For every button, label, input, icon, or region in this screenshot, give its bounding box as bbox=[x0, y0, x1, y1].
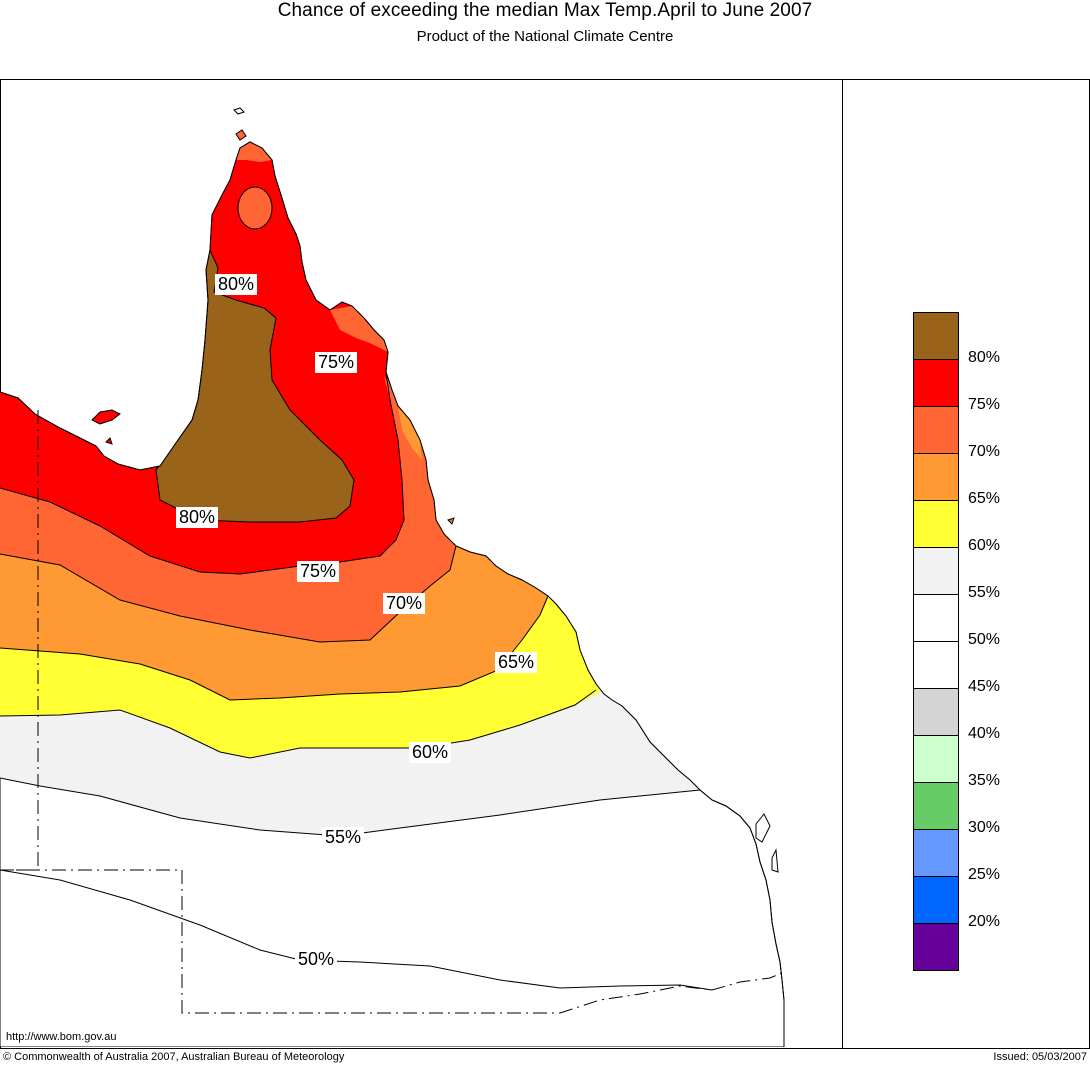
contour-label-55: 55% bbox=[322, 827, 365, 848]
legend-label: 40% bbox=[968, 725, 1001, 742]
legend-swatch bbox=[913, 500, 959, 547]
contour-label-50: 50% bbox=[295, 949, 338, 970]
contour-label-80-south: 80% bbox=[176, 507, 219, 528]
legend-swatch bbox=[913, 876, 959, 923]
legend-label: 35% bbox=[968, 772, 1001, 789]
map-title: Chance of exceeding the median Max Temp.… bbox=[277, 0, 813, 21]
legend-swatch bbox=[913, 735, 959, 782]
legend-label: 30% bbox=[968, 819, 1001, 836]
legend bbox=[913, 312, 959, 971]
contour-label-70: 70% bbox=[383, 593, 426, 614]
legend-swatch bbox=[913, 782, 959, 829]
legend-swatch bbox=[913, 829, 959, 876]
contour-label-65: 65% bbox=[495, 652, 538, 673]
legend-label: 80% bbox=[968, 349, 1001, 366]
legend-label: 50% bbox=[968, 631, 1001, 648]
contour-label-75-north: 75% bbox=[315, 352, 358, 373]
legend-label: 60% bbox=[968, 537, 1001, 554]
contour-label-75-south: 75% bbox=[297, 561, 340, 582]
legend-swatch bbox=[913, 688, 959, 735]
legend-swatch bbox=[913, 641, 959, 688]
frame-divider bbox=[842, 79, 843, 1048]
legend-swatch bbox=[913, 594, 959, 641]
legend-swatch bbox=[913, 547, 959, 594]
copyright-text: © Commonwealth of Australia 2007, Austra… bbox=[3, 1051, 345, 1063]
contour-label-60: 60% bbox=[409, 742, 452, 763]
legend-swatch bbox=[913, 453, 959, 500]
legend-label: 25% bbox=[968, 866, 1001, 883]
legend-label: 70% bbox=[968, 443, 1001, 460]
issued-date: Issued: 05/03/2007 bbox=[993, 1051, 1087, 1063]
legend-swatch bbox=[913, 359, 959, 406]
legend-label: 65% bbox=[968, 490, 1001, 507]
contour-label-80-north: 80% bbox=[215, 274, 258, 295]
map-subtitle: Product of the National Climate Centre bbox=[416, 28, 674, 45]
legend-swatch bbox=[913, 312, 959, 359]
legend-label: 55% bbox=[968, 584, 1001, 601]
legend-label: 45% bbox=[968, 678, 1001, 695]
legend-label: 20% bbox=[968, 913, 1001, 930]
legend-label: 75% bbox=[968, 396, 1001, 413]
queensland-map bbox=[0, 107, 785, 1047]
legend-swatch bbox=[913, 406, 959, 453]
website-url: http://www.bom.gov.au bbox=[6, 1031, 117, 1043]
legend-swatch bbox=[913, 923, 959, 971]
